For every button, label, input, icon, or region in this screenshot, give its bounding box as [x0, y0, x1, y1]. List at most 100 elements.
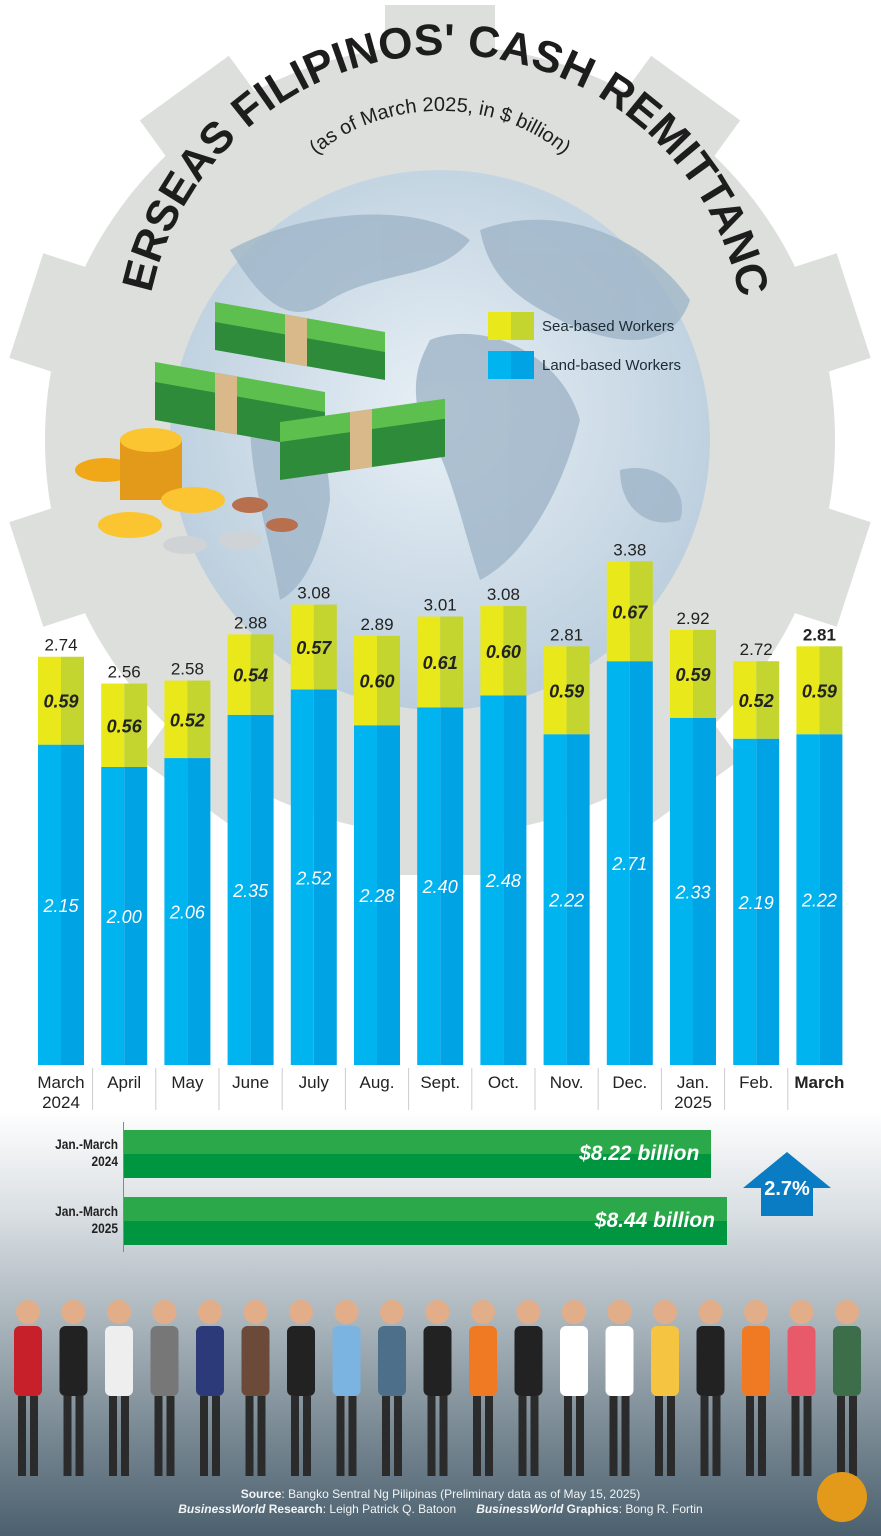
label-land: 2.00 — [106, 907, 142, 927]
label-sea: 0.59 — [43, 692, 78, 712]
x-tick-label: Nov. — [550, 1073, 584, 1092]
bar-group: 2.35 0.54 2.88 June — [227, 613, 274, 1092]
bar-sea-shade — [61, 656, 84, 745]
worker-figure — [196, 1300, 224, 1476]
bar-land — [38, 744, 61, 1065]
ytd-axis — [123, 1122, 124, 1252]
bar-sea — [796, 646, 820, 735]
bar-sea-shade — [756, 661, 780, 739]
label-total: 2.72 — [740, 640, 773, 659]
label-total: 3.08 — [487, 585, 520, 604]
workers-illustration — [14, 1300, 861, 1476]
bar-group: 2.33 0.59 2.92 Jan. 2025 — [670, 609, 716, 1112]
legend-label-sea: Sea-based Workers — [542, 317, 675, 335]
worker-figure — [332, 1300, 361, 1476]
bar-group: 2.71 0.67 3.38 Dec. — [606, 540, 653, 1092]
bar-group: 2.48 0.60 3.08 Oct. — [480, 585, 527, 1092]
bar-sea — [101, 683, 125, 767]
label-land: 2.52 — [295, 868, 331, 888]
label-total: 2.89 — [360, 615, 393, 634]
label-land: 2.35 — [232, 881, 269, 901]
bar-sea-shade — [250, 634, 274, 715]
ytd-label-2024: Jan.-March 2024 — [55, 1136, 118, 1169]
label-sea: 0.59 — [675, 665, 710, 685]
bar-sea — [227, 634, 251, 715]
bar-group: 2.22 0.59 2.81 Nov. — [543, 625, 590, 1092]
bar-land-shade — [629, 661, 653, 1065]
x-tick-label: Aug. — [360, 1073, 395, 1092]
worker-figure — [514, 1300, 543, 1476]
label-sea: 0.67 — [612, 602, 648, 622]
bar-land — [733, 738, 757, 1065]
bar-group: 2.22 0.59 2.81 March — [794, 625, 844, 1092]
bar-land-shade — [566, 734, 590, 1065]
bar-sea-shade — [377, 635, 400, 726]
credits-line: BusinessWorld Research: Leigh Patrick Q.… — [178, 1502, 703, 1516]
label-land: 2.22 — [801, 891, 837, 911]
bar-land-shade — [819, 734, 843, 1065]
label-total: 3.38 — [613, 540, 646, 559]
label-land: 2.19 — [738, 893, 774, 913]
label-land: 2.71 — [611, 854, 647, 874]
bar-sea-shade — [313, 604, 337, 690]
ytd-bar-2024: $8.22 billion — [124, 1130, 712, 1178]
label-total: 2.58 — [171, 660, 204, 679]
label-sea: 0.52 — [739, 691, 774, 711]
x-tick-label: July — [299, 1073, 330, 1092]
label-total: 2.81 — [803, 625, 836, 644]
bar-group: 2.06 0.52 2.58 May — [164, 660, 211, 1092]
label-land: 2.48 — [485, 871, 521, 891]
worker-figure — [378, 1300, 406, 1476]
x-tick-label: Feb. — [739, 1073, 773, 1092]
x-tick-label: June — [232, 1073, 269, 1092]
legend-item-sea: Sea-based Workers — [488, 312, 674, 340]
worker-figure — [59, 1300, 88, 1476]
businessworld-logo — [817, 1472, 867, 1522]
bar-land-shade — [440, 707, 464, 1065]
bar-group: 2.19 0.52 2.72 Feb. — [733, 640, 780, 1092]
bar-land — [227, 714, 251, 1065]
ytd-label-2025: Jan.-March 2025 — [55, 1203, 118, 1236]
label-land: 2.40 — [422, 877, 458, 897]
x-tick-label: March 2024 — [37, 1073, 84, 1112]
worker-figure — [696, 1300, 725, 1476]
label-sea: 0.59 — [549, 681, 584, 701]
bar-land — [164, 758, 188, 1065]
bar-land — [796, 734, 820, 1065]
label-land: 2.06 — [169, 903, 206, 923]
bar-land — [290, 689, 314, 1065]
worker-figure — [833, 1300, 861, 1476]
bar-land-shade — [313, 689, 337, 1065]
bar-land — [480, 695, 504, 1065]
bar-land-shade — [756, 738, 780, 1065]
worker-figure — [651, 1300, 679, 1476]
ytd-bar-2025: $8.44 billion — [124, 1197, 727, 1245]
bar-sea-shade — [187, 680, 211, 759]
worker-figure — [560, 1300, 588, 1476]
x-tick-label: Oct. — [488, 1073, 519, 1092]
up-arrow-icon — [743, 1152, 831, 1216]
label-total: 2.56 — [108, 663, 141, 682]
bar-land-shade — [187, 758, 211, 1065]
x-tick-label: May — [171, 1073, 204, 1092]
bar-group: 2.15 0.59 2.74 March 2024 — [37, 636, 84, 1112]
x-tick-label: Dec. — [612, 1073, 647, 1092]
label-sea: 0.59 — [802, 681, 837, 701]
bar-land-shade — [693, 717, 716, 1065]
bar-land — [606, 661, 630, 1065]
label-sea: 0.60 — [486, 642, 521, 662]
bar-sea — [733, 661, 757, 739]
bar-sea-shade — [819, 646, 843, 735]
bar-sea — [354, 635, 377, 726]
bar-sea — [164, 680, 188, 759]
label-sea: 0.57 — [296, 638, 332, 658]
label-sea: 0.61 — [423, 653, 458, 673]
label-total: 3.01 — [424, 596, 457, 615]
bar-group: 2.52 0.57 3.08 July — [290, 584, 337, 1092]
bar-land — [417, 707, 441, 1065]
x-tick-label: March — [794, 1073, 844, 1092]
label-total: 2.92 — [676, 609, 709, 628]
bar-sea — [417, 616, 441, 708]
bar-land — [670, 717, 693, 1065]
